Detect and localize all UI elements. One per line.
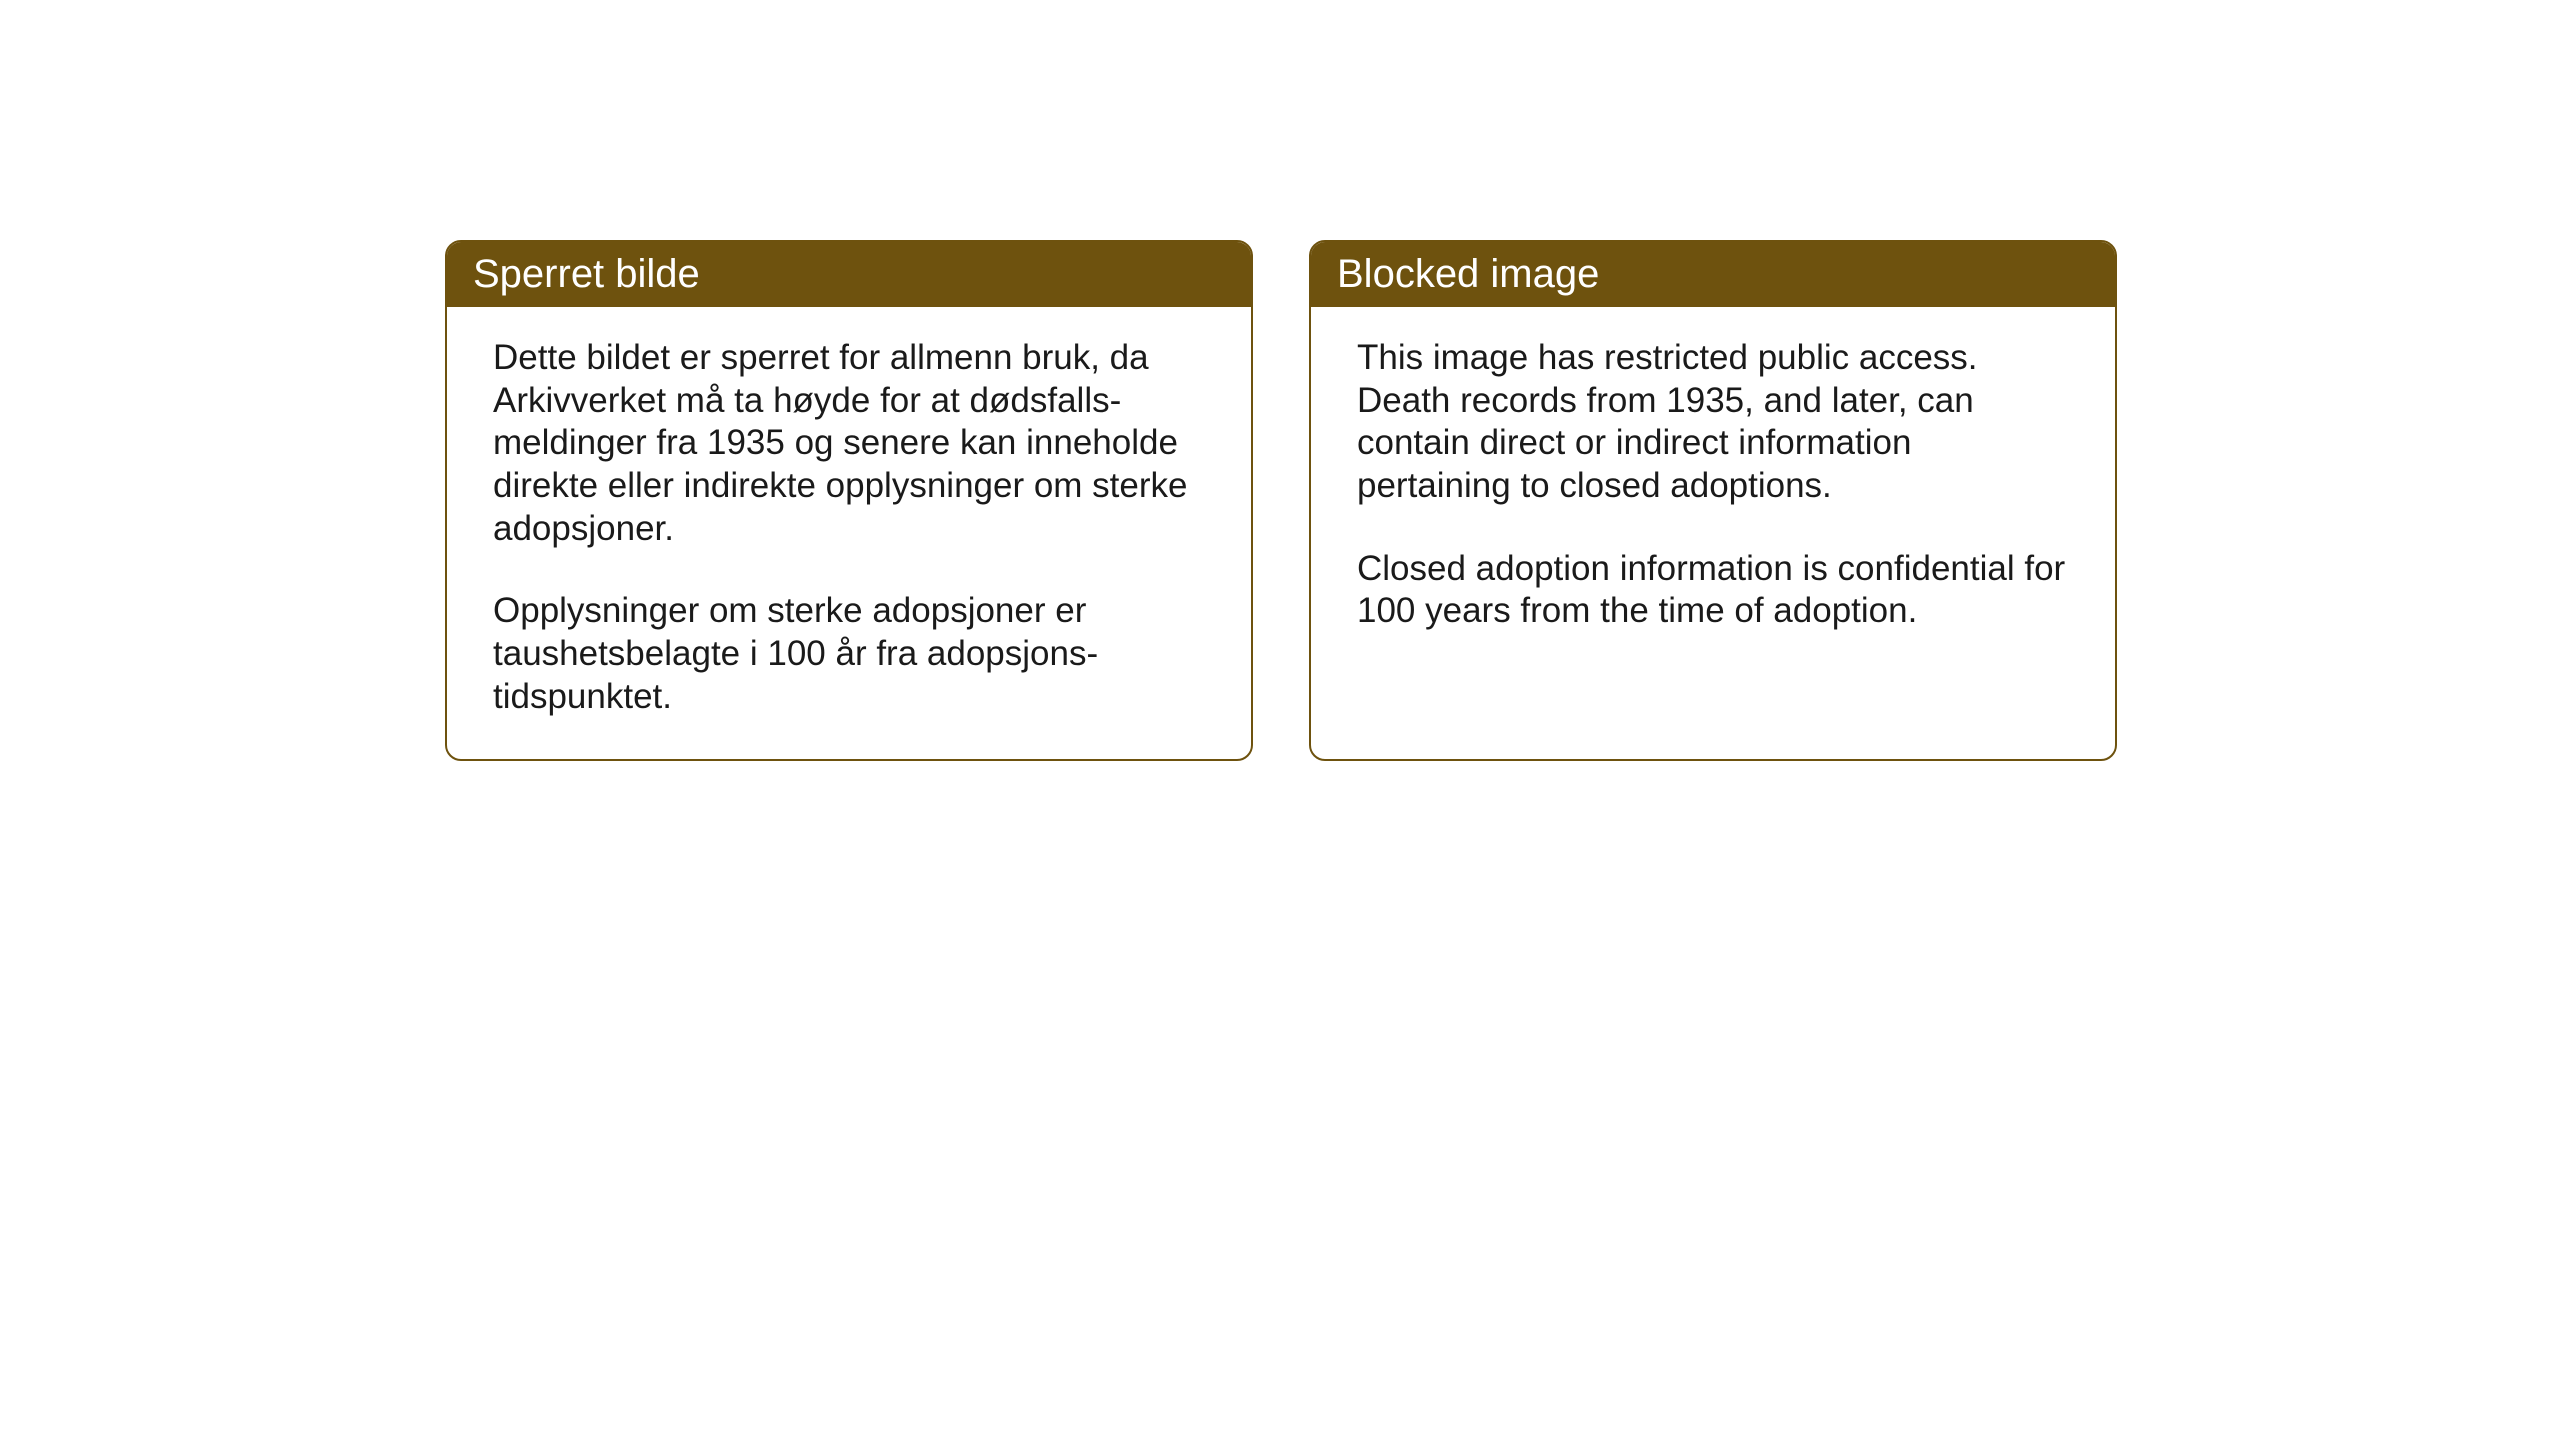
card-paragraph: This image has restricted public access.…: [1357, 337, 2069, 508]
notice-cards-container: Sperret bilde Dette bildet er sperret fo…: [445, 240, 2117, 761]
notice-card-english: Blocked image This image has restricted …: [1309, 240, 2117, 761]
card-paragraph: Closed adoption information is confident…: [1357, 548, 2069, 633]
card-header-norwegian: Sperret bilde: [447, 242, 1251, 307]
card-paragraph: Dette bildet er sperret for allmenn bruk…: [493, 337, 1205, 550]
card-body-english: This image has restricted public access.…: [1311, 307, 2115, 673]
card-paragraph: Opplysninger om sterke adopsjoner er tau…: [493, 590, 1205, 718]
card-title: Sperret bilde: [473, 252, 700, 296]
card-body-norwegian: Dette bildet er sperret for allmenn bruk…: [447, 307, 1251, 759]
card-header-english: Blocked image: [1311, 242, 2115, 307]
card-title: Blocked image: [1337, 252, 1599, 296]
notice-card-norwegian: Sperret bilde Dette bildet er sperret fo…: [445, 240, 1253, 761]
